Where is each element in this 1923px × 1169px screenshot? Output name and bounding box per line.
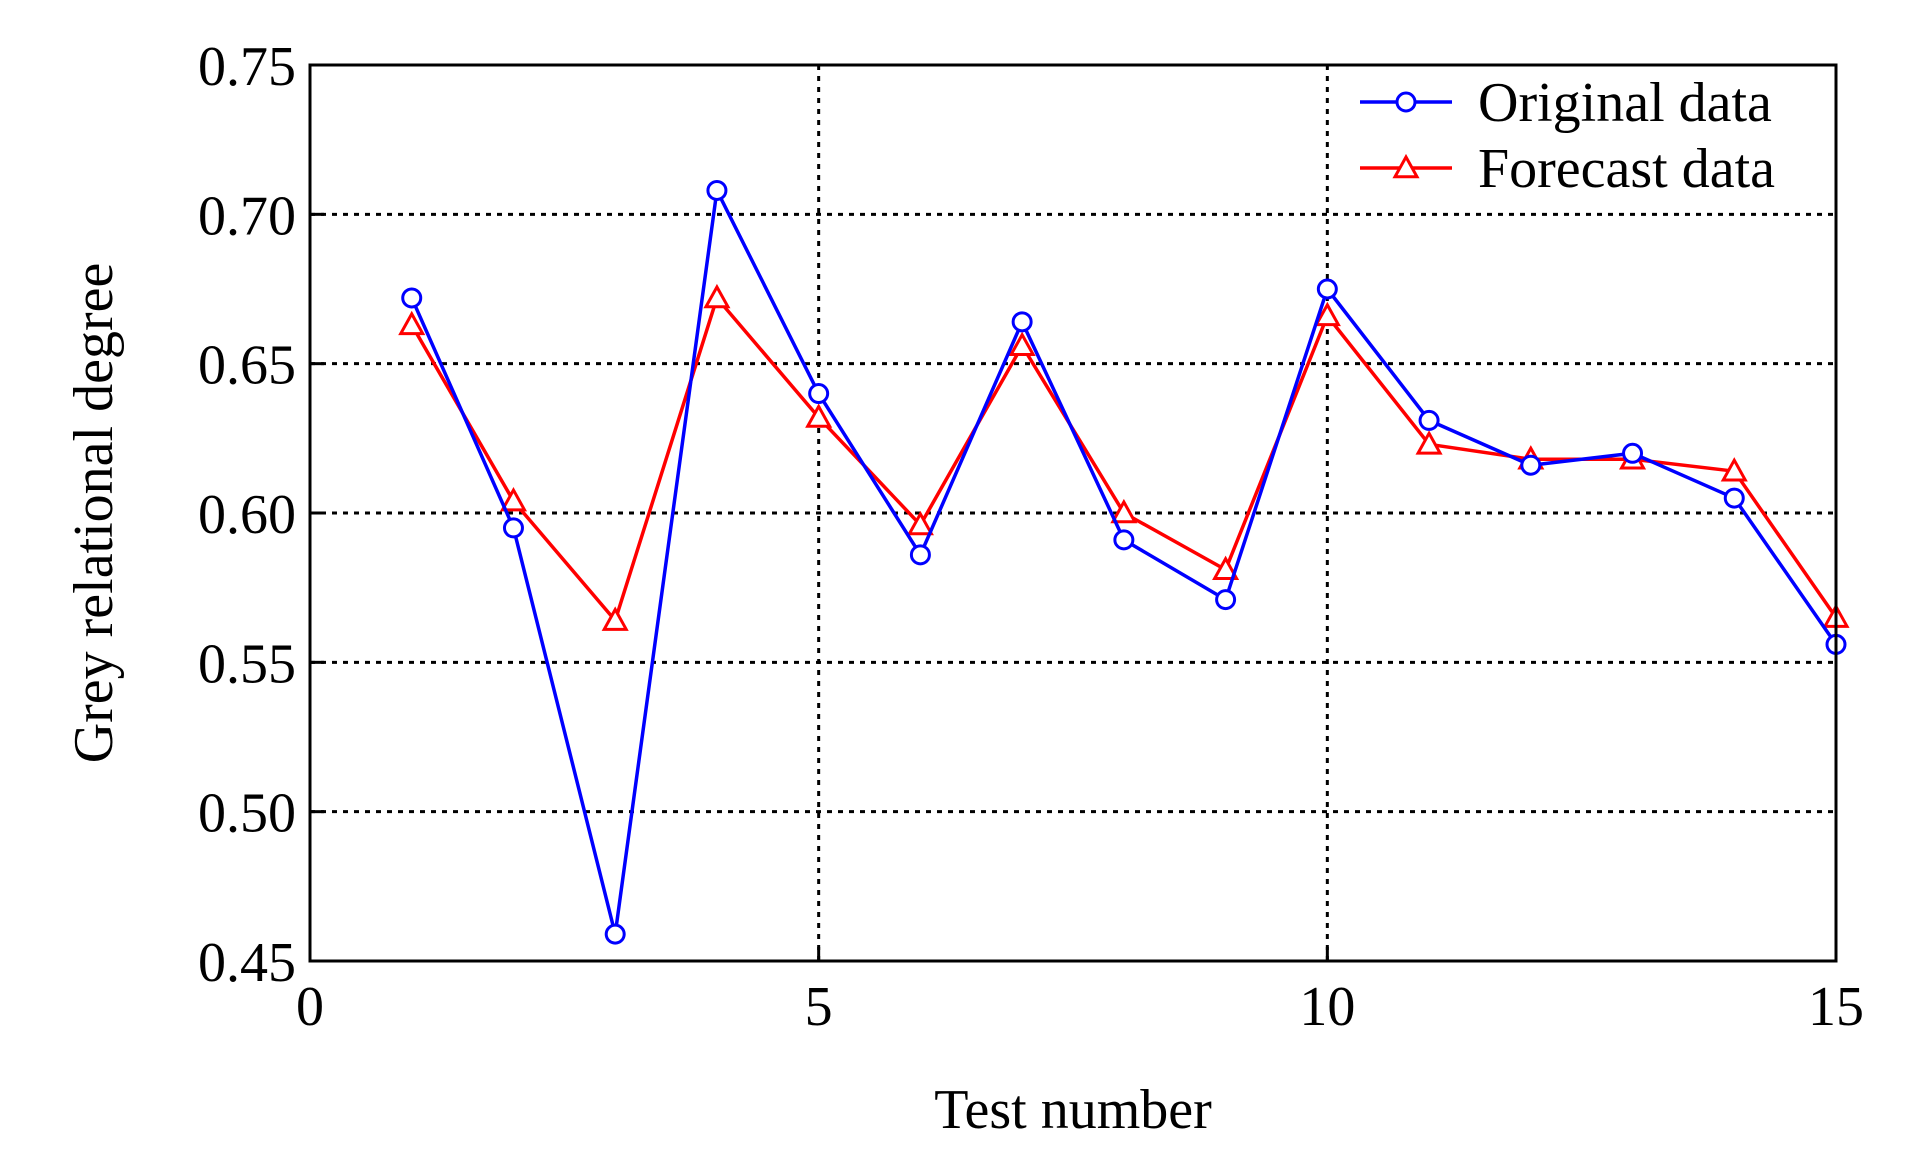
x-tick-label: 15	[1808, 976, 1864, 1038]
original-data-point	[401, 287, 423, 309]
legend-forecast-data-label: Forecast data	[1478, 138, 1775, 200]
y-tick-label: 0.75	[198, 36, 296, 98]
original-data-point	[808, 383, 830, 405]
forecast-data-point	[398, 310, 426, 336]
original-data-point	[1113, 529, 1135, 551]
forecast-data-line	[410, 296, 1838, 623]
original-data-point	[1723, 487, 1745, 509]
x-tick-label: 5	[805, 976, 833, 1038]
original-data-series	[401, 179, 1847, 945]
forecast-data-point	[1212, 555, 1240, 581]
forecast-data-point	[1415, 430, 1443, 455]
original-data-point	[604, 923, 626, 945]
forecast-data-point	[1110, 498, 1138, 524]
original-data-point	[1215, 589, 1237, 611]
y-tick-label: 0.60	[198, 484, 296, 546]
axis-ticks: 0.45 0.50 0.55 0.60 0.65 0.70 0.75 0 5 10 15	[198, 36, 1864, 1038]
legend-original-data-label: Original data	[1478, 72, 1772, 134]
original-data-line	[410, 188, 1838, 936]
forecast-data-point	[499, 486, 528, 512]
original-data-point	[1418, 409, 1440, 431]
legend-original-data-marker	[1395, 91, 1417, 113]
forecast-data-point	[805, 403, 833, 428]
y-tick-label: 0.55	[198, 633, 296, 695]
legend-forecast-data-marker	[1392, 153, 1420, 179]
forecast-data-point	[906, 510, 934, 536]
y-tick-label: 0.70	[198, 185, 296, 247]
original-data-point	[1622, 442, 1644, 464]
original-data-point	[1316, 278, 1338, 300]
original-data-point	[706, 179, 728, 201]
y-tick-label: 0.45	[198, 932, 296, 994]
forecast-data-point	[703, 283, 731, 309]
original-data-point	[909, 544, 931, 566]
x-axis-title: Test number	[934, 1079, 1212, 1141]
y-tick-label: 0.65	[198, 335, 296, 397]
forecast-data-point	[1313, 301, 1341, 327]
original-data-point	[1011, 311, 1033, 333]
original-data-point	[502, 517, 524, 539]
series-layer	[398, 179, 1850, 945]
x-tick-label: 10	[1299, 976, 1355, 1038]
x-tick-label: 0	[296, 976, 324, 1038]
forecast-data-point	[1008, 331, 1036, 357]
y-axis-title: Grey relational degree	[63, 263, 125, 764]
forecast-data-point	[601, 606, 629, 631]
forecast-data-point	[1720, 457, 1748, 482]
original-data-point	[1520, 454, 1542, 476]
y-tick-label: 0.50	[198, 783, 296, 845]
forecast-data-series	[398, 283, 1850, 631]
